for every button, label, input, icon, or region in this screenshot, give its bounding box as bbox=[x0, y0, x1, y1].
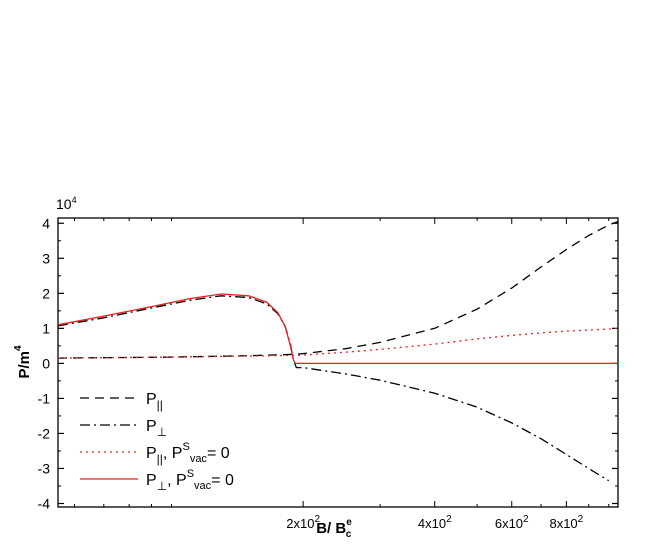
y-tick-label: 3 bbox=[42, 250, 50, 266]
legend-label-3: P||, PSvac= 0 bbox=[146, 441, 230, 466]
y-tick-label: -3 bbox=[38, 460, 51, 476]
legend-label-2: P⊥ bbox=[146, 418, 167, 439]
x-tick-label: 8x102 bbox=[549, 514, 583, 531]
series-line-1 bbox=[57, 220, 619, 359]
y-tick-label: 1 bbox=[42, 320, 50, 336]
series-line-3 bbox=[57, 327, 619, 359]
legend-label-1: P|| bbox=[146, 391, 163, 412]
y-tick-label: 0 bbox=[42, 355, 50, 371]
y-tick-label: -2 bbox=[38, 425, 51, 441]
x-axis-label: B/ Be c bbox=[316, 517, 352, 540]
x-tick-label: 6x102 bbox=[495, 514, 529, 531]
y-axis-label: P/m4 bbox=[13, 345, 33, 379]
y-multiplier: 104 bbox=[56, 195, 77, 212]
legend-label-4: P⊥, PSvac= 0 bbox=[146, 468, 234, 493]
x-tick-label: 2x102 bbox=[286, 514, 320, 531]
x-tick-label: 4x102 bbox=[418, 514, 452, 531]
plot-frame bbox=[57, 217, 619, 508]
series-line-2 bbox=[57, 295, 610, 482]
y-tick-label: -1 bbox=[38, 390, 51, 406]
y-tick-label: 4 bbox=[42, 215, 50, 231]
y-tick-label: 2 bbox=[42, 285, 50, 301]
y-tick-label: -4 bbox=[38, 495, 51, 511]
series-line-4 bbox=[57, 293, 618, 365]
